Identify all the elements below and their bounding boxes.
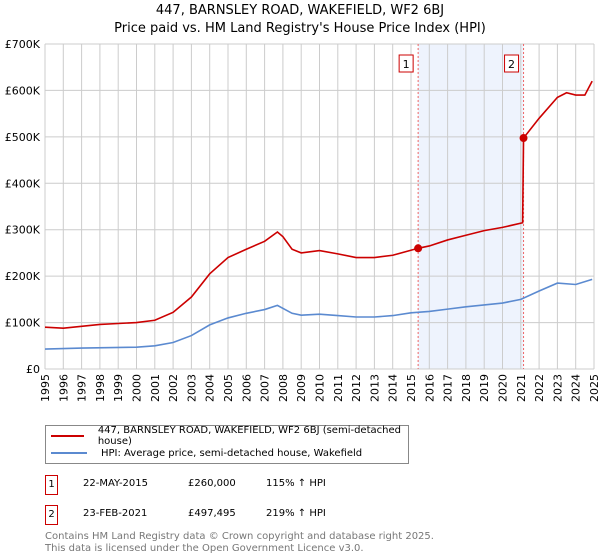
x-tick-label: 2023 <box>551 374 564 402</box>
sale-hpi-change: 219% ↑ HPI <box>266 508 326 519</box>
x-tick-label: 2018 <box>460 374 473 402</box>
sale-date: 22-MAY-2015 <box>83 478 149 489</box>
legend-label-property: 447, BARNSLEY ROAD, WAKEFIELD, WF2 6BJ (… <box>97 425 401 447</box>
sale-price: £260,000 <box>188 478 236 489</box>
sale-point <box>519 134 528 143</box>
x-tick-label: 2012 <box>350 374 363 402</box>
x-tick-label: 2006 <box>240 374 253 402</box>
sale-row-2: 2 23-FEB-2021 £497,495 219% ↑ HPI <box>45 505 445 525</box>
x-tick-label: 2020 <box>497 374 510 402</box>
x-tick-label: 1999 <box>112 374 125 402</box>
x-tick-label: 2013 <box>368 374 381 402</box>
sale-label-number: 1 <box>403 58 410 71</box>
x-tick-label: 2002 <box>167 374 180 402</box>
sale-marker-badge: 1 <box>45 475 58 495</box>
sale-label-box <box>398 54 414 73</box>
x-tick-label: 2001 <box>149 374 162 402</box>
y-tick-label: £200K <box>5 270 41 283</box>
sale-period-shade <box>418 44 524 369</box>
chart-subtitle: Price paid vs. HM Land Registry's House … <box>114 21 486 36</box>
x-tick-label: 2003 <box>185 374 198 402</box>
y-tick-label: £600K <box>5 84 41 97</box>
x-tick-label: 2007 <box>259 374 272 402</box>
y-tick-label: £500K <box>5 131 41 144</box>
hpi-line <box>44 278 593 350</box>
x-tick-label: 2004 <box>204 374 217 402</box>
property-price-line <box>44 80 593 329</box>
footer-copyright: Contains HM Land Registry data © Crown c… <box>45 531 434 542</box>
sale-label-number: 2 <box>508 58 515 71</box>
x-tick-label: 2021 <box>515 374 528 402</box>
y-tick-label: £0 <box>26 363 40 376</box>
y-tick-label: £100K <box>5 317 41 330</box>
sale-price: £497,495 <box>188 508 236 519</box>
x-tick-label: 2009 <box>295 374 308 402</box>
legend-swatch-property <box>51 435 84 437</box>
sale-date: 23-FEB-2021 <box>83 508 148 519</box>
x-tick-label: 2014 <box>387 374 400 402</box>
y-tick-label: £700K <box>5 38 41 51</box>
x-tick-label: 2010 <box>314 374 327 402</box>
x-tick-label: 2011 <box>332 374 345 402</box>
footer: Contains HM Land Registry data © Crown c… <box>45 531 434 555</box>
x-tick-label: 1997 <box>76 374 89 402</box>
sale-label-box <box>504 54 520 73</box>
legend-swatch-hpi <box>51 452 87 454</box>
footer-licence: This data is licensed under the Open Gov… <box>45 543 364 554</box>
x-tick-label: 2000 <box>131 374 144 402</box>
sale-row-1: 1 22-MAY-2015 £260,000 115% ↑ HPI <box>45 475 445 495</box>
x-tick-label: 2022 <box>533 374 546 402</box>
x-tick-label: 2024 <box>570 374 583 402</box>
sale-marker-badge: 2 <box>45 505 58 525</box>
legend-label-hpi: HPI: Average price, semi-detached house,… <box>101 447 363 459</box>
y-tick-label: £400K <box>5 177 41 190</box>
sale-hpi-change: 115% ↑ HPI <box>266 478 326 489</box>
legend: 447, BARNSLEY ROAD, WAKEFIELD, WF2 6BJ (… <box>45 425 409 464</box>
plot-area: 1995 1996 1997 1998 1999 2000 2001 2002 2003 2004… <box>5 38 600 402</box>
x-tick-label: 1995 <box>39 374 52 402</box>
x-tick-label: 2008 <box>277 374 290 402</box>
x-tick-label: 1996 <box>57 374 70 402</box>
x-tick-label: 2025 <box>588 374 600 402</box>
x-tick-label: 2005 <box>222 374 235 402</box>
chart-title: 447, BARNSLEY ROAD, WAKEFIELD, WF2 6BJ <box>155 3 445 18</box>
y-tick-label: £300K <box>5 224 41 237</box>
x-tick-label: 2015 <box>405 374 418 402</box>
sale-point <box>414 244 423 253</box>
x-tick-label: 2016 <box>423 374 436 402</box>
x-tick-label: 2019 <box>478 374 491 402</box>
x-tick-label: 2017 <box>442 374 455 402</box>
x-tick-label: 1998 <box>94 374 107 402</box>
